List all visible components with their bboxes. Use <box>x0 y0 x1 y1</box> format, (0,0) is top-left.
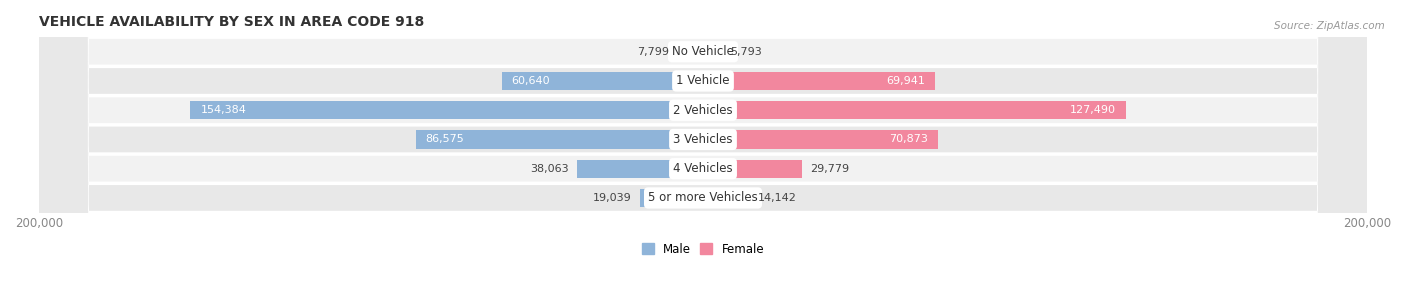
Bar <box>190 101 703 119</box>
FancyBboxPatch shape <box>39 0 1367 306</box>
Bar <box>640 189 703 207</box>
FancyBboxPatch shape <box>39 0 1367 306</box>
FancyBboxPatch shape <box>39 0 1367 306</box>
Text: 5 or more Vehicles: 5 or more Vehicles <box>648 192 758 204</box>
Text: Source: ZipAtlas.com: Source: ZipAtlas.com <box>1274 21 1385 32</box>
Text: 38,063: 38,063 <box>530 164 568 174</box>
Text: 14,142: 14,142 <box>758 193 797 203</box>
Text: 1 Vehicle: 1 Vehicle <box>676 74 730 88</box>
Text: 70,873: 70,873 <box>890 134 928 144</box>
Text: 154,384: 154,384 <box>201 105 246 115</box>
Text: 127,490: 127,490 <box>1070 105 1116 115</box>
Bar <box>703 43 723 61</box>
FancyBboxPatch shape <box>39 0 1367 306</box>
Bar <box>703 160 801 178</box>
FancyBboxPatch shape <box>39 0 1367 306</box>
Text: 60,640: 60,640 <box>512 76 550 86</box>
Text: 86,575: 86,575 <box>426 134 464 144</box>
Bar <box>502 72 703 90</box>
Text: 5,793: 5,793 <box>731 47 762 57</box>
Text: No Vehicle: No Vehicle <box>672 45 734 58</box>
Legend: Male, Female: Male, Female <box>641 243 765 256</box>
Bar <box>703 72 935 90</box>
Bar <box>678 43 703 61</box>
Text: 19,039: 19,039 <box>593 193 631 203</box>
Text: 7,799: 7,799 <box>637 47 669 57</box>
Bar <box>576 160 703 178</box>
FancyBboxPatch shape <box>39 0 1367 306</box>
Bar <box>416 130 703 148</box>
Bar <box>703 130 938 148</box>
Text: 69,941: 69,941 <box>886 76 925 86</box>
Bar <box>703 101 1126 119</box>
Text: 2 Vehicles: 2 Vehicles <box>673 104 733 117</box>
Text: 29,779: 29,779 <box>810 164 849 174</box>
Text: 4 Vehicles: 4 Vehicles <box>673 162 733 175</box>
Bar <box>703 189 749 207</box>
Text: 3 Vehicles: 3 Vehicles <box>673 133 733 146</box>
Text: VEHICLE AVAILABILITY BY SEX IN AREA CODE 918: VEHICLE AVAILABILITY BY SEX IN AREA CODE… <box>39 15 425 29</box>
